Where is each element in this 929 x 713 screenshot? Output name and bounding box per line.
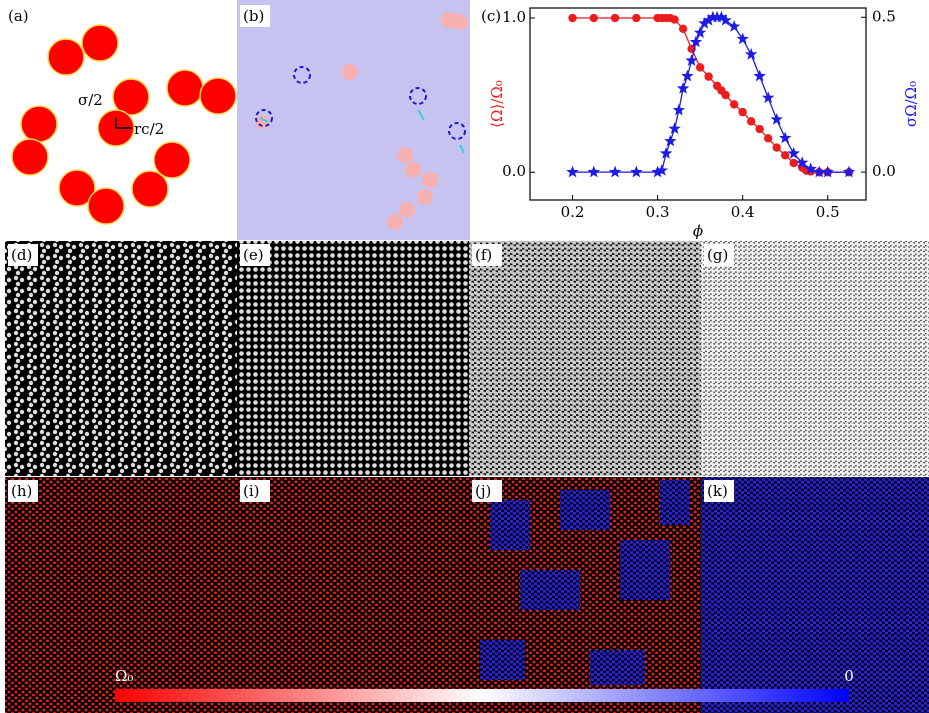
panel-a xyxy=(12,25,236,224)
circle-marker xyxy=(568,14,576,22)
star-marker xyxy=(668,122,680,134)
panel-label: (f) xyxy=(475,246,492,264)
x-axis-label: ϕ xyxy=(693,222,703,240)
circle-marker xyxy=(721,91,729,99)
circle-marker xyxy=(738,108,746,116)
y2-axis-label: σΩ/Ω₀ xyxy=(902,81,920,127)
circle-marker xyxy=(611,14,619,22)
panel-label: (a) xyxy=(8,7,29,25)
circle-marker xyxy=(696,63,704,71)
circle-marker xyxy=(704,72,712,80)
circle-marker xyxy=(590,14,598,22)
panel-label: (i) xyxy=(243,482,260,500)
star-marker xyxy=(779,132,791,144)
y-axis-label: ⟨Ω⟩/Ω₀ xyxy=(488,80,506,128)
star-marker xyxy=(737,33,749,45)
star-marker xyxy=(771,113,783,125)
y2-tick-label: 0.5 xyxy=(872,7,896,25)
sigma-label: σ/2 xyxy=(78,91,103,109)
y-tick-label: 1.0 xyxy=(502,8,526,26)
y2-tick-label: 0.0 xyxy=(872,162,896,180)
colorbar xyxy=(115,689,849,702)
series-line xyxy=(573,17,849,172)
circle-marker xyxy=(670,15,678,23)
colorbar-label: 0 xyxy=(844,667,854,685)
panel-label: (c) xyxy=(481,7,501,25)
panel-b xyxy=(237,0,470,240)
circle-marker xyxy=(730,100,738,108)
circle-marker xyxy=(789,159,797,167)
series-line xyxy=(573,18,849,172)
x-tick-label: 0.5 xyxy=(816,203,840,221)
star-marker xyxy=(588,166,600,178)
x-tick-label: 0.4 xyxy=(731,203,755,221)
star-marker xyxy=(566,166,578,178)
circle-marker xyxy=(632,14,640,22)
panel-label: (h) xyxy=(11,482,32,500)
star-marker xyxy=(754,70,766,82)
star-marker xyxy=(728,20,740,32)
circle-marker xyxy=(755,125,763,133)
star-marker xyxy=(745,48,757,60)
panel-label: (g) xyxy=(707,246,728,264)
circle-marker xyxy=(679,25,687,33)
circle-marker xyxy=(764,134,772,142)
x-tick-label: 0.2 xyxy=(561,203,585,221)
star-marker xyxy=(681,70,693,82)
star-marker xyxy=(762,91,774,103)
star-marker xyxy=(788,147,800,159)
panel-label: (j) xyxy=(475,482,491,500)
figure: σ/2 rc/2 Ω₀ 0 (a) (b) (c) (d) (e) (f) (g) (h) (i… xyxy=(0,0,929,713)
rc-label: rc/2 xyxy=(134,120,164,138)
star-marker xyxy=(609,166,621,178)
star-marker xyxy=(660,147,672,159)
circle-marker xyxy=(781,151,789,159)
panel-label: (k) xyxy=(707,482,728,500)
panel-grid xyxy=(5,241,929,713)
circle-marker xyxy=(747,117,755,125)
y-tick-label: 0.0 xyxy=(502,162,526,180)
x-tick-label: 0.3 xyxy=(646,203,670,221)
star-marker xyxy=(630,166,642,178)
star-marker xyxy=(677,82,689,94)
circle-marker xyxy=(772,143,780,151)
colorbar-label: Ω₀ xyxy=(115,667,133,685)
star-marker xyxy=(673,104,685,116)
star-marker xyxy=(685,54,697,66)
panel-label: (d) xyxy=(11,246,32,264)
star-marker xyxy=(664,135,676,147)
panel-label: (e) xyxy=(243,246,264,264)
panel-label: (b) xyxy=(243,7,264,25)
